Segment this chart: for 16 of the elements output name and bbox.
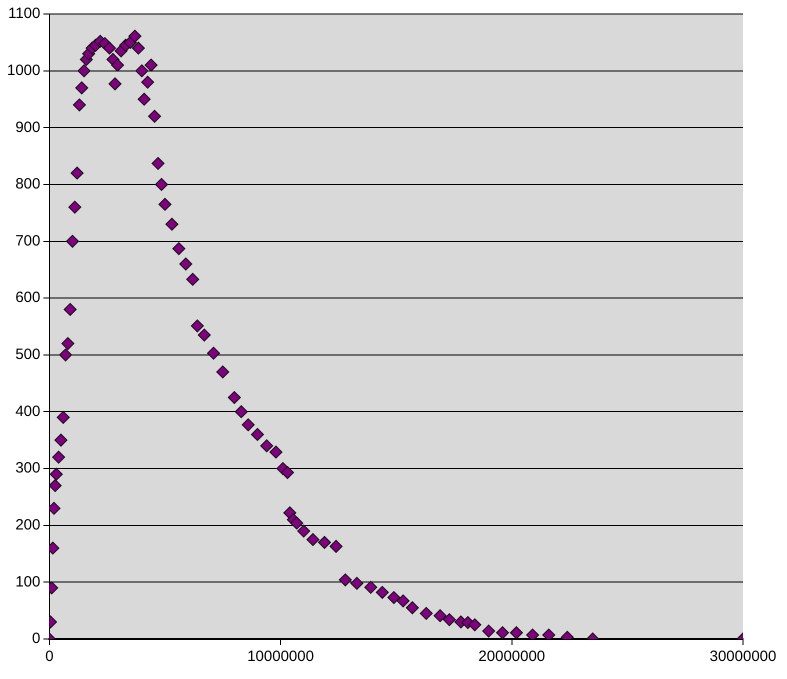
y-tick-label: 300 <box>15 460 40 477</box>
y-tick-label: 100 <box>15 573 40 590</box>
y-tick-label: 600 <box>15 289 40 306</box>
y-tick-label: 1100 <box>8 5 40 22</box>
x-tick-label: 10000000 <box>247 648 314 666</box>
x-tick-label: 20000000 <box>478 648 546 666</box>
y-tick-label: 800 <box>15 176 40 193</box>
y-tick-label: 500 <box>15 346 40 364</box>
y-tick-label: 0 <box>32 630 40 648</box>
y-tick-label: 900 <box>15 118 40 136</box>
y-tick-label: 400 <box>15 402 40 420</box>
y-tick-label: 200 <box>15 516 40 534</box>
x-tick-label: 0 <box>45 648 54 666</box>
y-tick-label: 700 <box>15 232 40 250</box>
x-tick-label: 30000000 <box>710 648 776 666</box>
y-tick-label: 1000 <box>6 62 40 79</box>
